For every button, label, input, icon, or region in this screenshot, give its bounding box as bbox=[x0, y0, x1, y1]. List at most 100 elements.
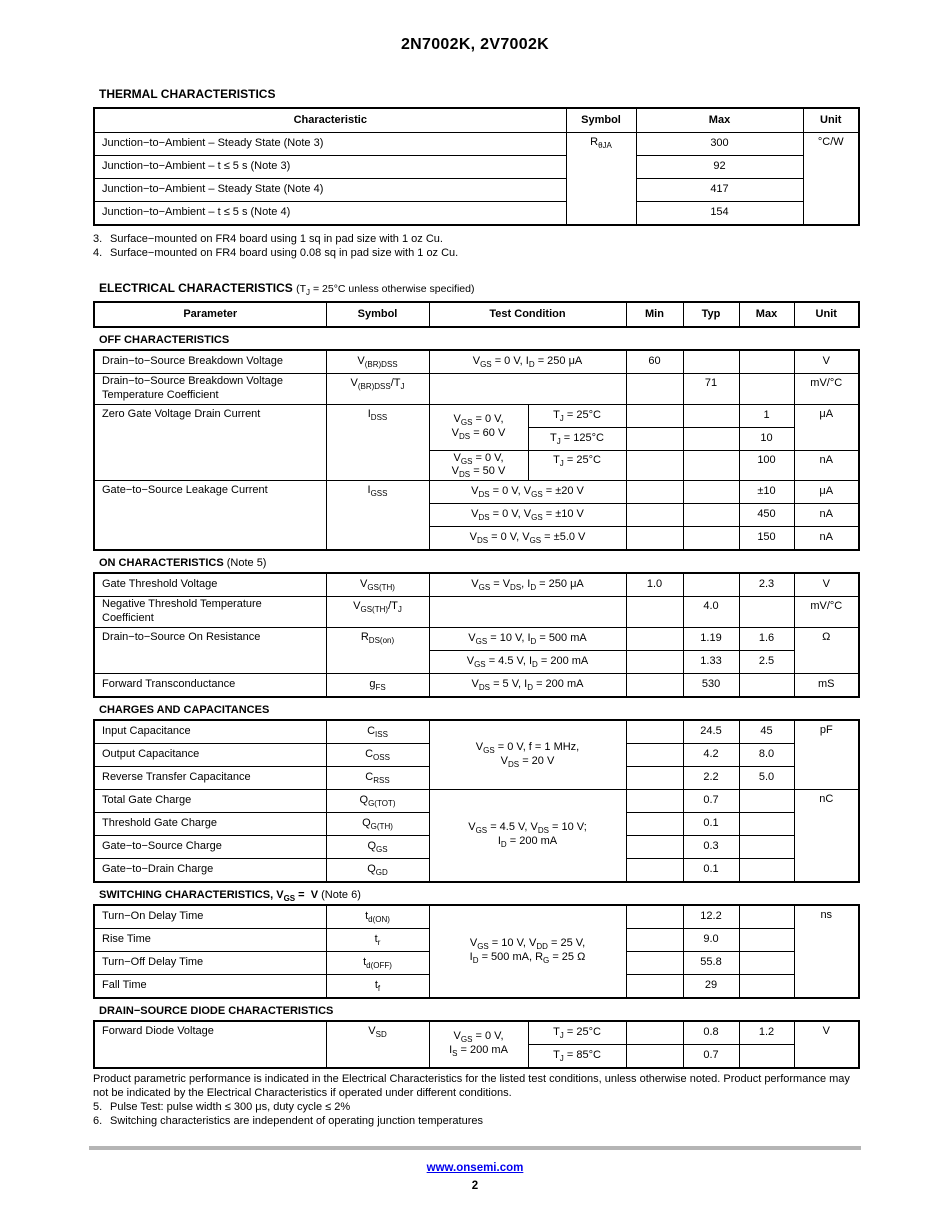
table-cell: VGS = 0 V, ID = 250 μA bbox=[428, 349, 627, 375]
table-cell bbox=[625, 626, 684, 651]
table-cell: μA bbox=[793, 403, 860, 451]
table-cell bbox=[625, 1020, 684, 1045]
table-cell: VGS(TH)/TJ bbox=[325, 596, 430, 628]
table-cell: VDS = 0 V, VGS = ±20 V bbox=[428, 480, 627, 505]
table-cell: 5.0 bbox=[738, 765, 795, 790]
table-cell: Forward Transconductance bbox=[93, 672, 327, 698]
table-cell bbox=[625, 719, 684, 744]
disclaimer-text: Product parametric performance is indica… bbox=[93, 1072, 850, 1099]
section-heading: DRAIN−SOURCE DIODE CHARACTERISTICS bbox=[93, 999, 858, 1020]
onsemi-link[interactable]: www.onsemi.com bbox=[426, 1162, 524, 1174]
table-cell: VGS(TH) bbox=[325, 572, 430, 598]
table-cell: RθJA bbox=[565, 132, 637, 226]
table-cell bbox=[738, 788, 795, 813]
table-cell: Gate−to−Source Leakage Current bbox=[93, 480, 327, 551]
electrical-heading: ELECTRICAL CHARACTERISTICS (TJ = 25°C un… bbox=[93, 281, 858, 297]
table-cell: 92 bbox=[635, 155, 804, 179]
table-cell bbox=[682, 426, 740, 451]
table-cell: Input Capacitance bbox=[93, 719, 327, 744]
table-cell bbox=[738, 596, 795, 628]
table-cell: 1.6 bbox=[738, 626, 795, 651]
page-content: THERMAL CHARACTERISTICS Characteristic Sy… bbox=[93, 87, 861, 1129]
table-cell: Drain−to−Source Breakdown Voltage Tempera… bbox=[93, 373, 327, 405]
table-cell: mS bbox=[793, 672, 860, 698]
table-cell: Turn−On Delay Time bbox=[93, 904, 327, 929]
table-cell bbox=[682, 349, 740, 375]
table-cell: Forward Diode Voltage bbox=[93, 1020, 327, 1069]
table-cell: 0.7 bbox=[682, 1043, 740, 1069]
table-cell: VGS = 0 V, IS = 200 mA bbox=[428, 1020, 529, 1069]
column-header: Unit bbox=[793, 301, 860, 328]
section-heading: OFF CHARACTERISTICS bbox=[93, 328, 858, 349]
table-cell: tr bbox=[325, 927, 430, 952]
column-header: Min bbox=[625, 301, 684, 328]
table-cell: VDS = 0 V, VGS = ±5.0 V bbox=[428, 526, 627, 551]
table-cell: 2.3 bbox=[738, 572, 795, 598]
section-heading: CHARGES AND CAPACITANCES bbox=[93, 698, 858, 719]
table-cell: pF bbox=[793, 719, 860, 790]
table-cell bbox=[625, 1043, 684, 1069]
table-cell: VDS = 0 V, VGS = ±10 V bbox=[428, 503, 627, 528]
table-cell: 1.19 bbox=[682, 626, 740, 651]
table-cell: 1.0 bbox=[625, 572, 684, 598]
table-cell bbox=[738, 973, 795, 999]
table-cell bbox=[428, 596, 627, 628]
section-heading: SWITCHING CHARACTERISTICS, VGS = V (Note… bbox=[93, 883, 858, 904]
table-cell: td(OFF) bbox=[325, 950, 430, 975]
table-cell: TJ = 85°C bbox=[527, 1043, 627, 1069]
table-row: Gate−to−Source Charge QGS 0.3 bbox=[93, 834, 859, 859]
table-cell bbox=[625, 834, 684, 859]
table-cell bbox=[682, 403, 740, 428]
table-cell: TJ = 25°C bbox=[527, 449, 627, 482]
table-cell: 0.8 bbox=[682, 1020, 740, 1045]
table-cell: mV/°C bbox=[793, 596, 860, 628]
table-cell: Reverse Transfer Capacitance bbox=[93, 765, 327, 790]
table-cell: μA bbox=[793, 480, 860, 505]
table-cell: 300 bbox=[635, 132, 804, 156]
table-cell bbox=[738, 1043, 795, 1069]
page-footer: www.onsemi.com 2 bbox=[0, 1146, 950, 1192]
table-cell: V bbox=[793, 1020, 860, 1069]
note-text: Switching characteristics are independen… bbox=[110, 1115, 483, 1128]
table-cell bbox=[625, 649, 684, 674]
table-cell: Drain−to−Source On Resistance bbox=[93, 626, 327, 674]
table-cell bbox=[682, 480, 740, 505]
note-text: Surface−mounted on FR4 board using 1 sq … bbox=[110, 233, 443, 245]
table-cell: 0.7 bbox=[682, 788, 740, 813]
table-cell: VSD bbox=[325, 1020, 430, 1069]
section-title: SWITCHING CHARACTERISTICS, VGS = V bbox=[99, 888, 319, 903]
table-cell: ns bbox=[793, 904, 860, 999]
table-cell bbox=[625, 596, 684, 628]
table-cell bbox=[625, 403, 684, 428]
table-cell: V(BR)DSS/TJ bbox=[325, 373, 430, 405]
table-row: Input Capacitance CISS VGS = 0 V, f = 1 MH… bbox=[93, 719, 860, 790]
thermal-table-container: Characteristic Symbol Max Unit Junction−to−A… bbox=[93, 107, 860, 226]
table-cell bbox=[625, 503, 684, 528]
table-cell: Drain−to−Source Breakdown Voltage bbox=[93, 349, 327, 375]
table-cell: ±10 bbox=[738, 480, 795, 505]
table-cell bbox=[682, 449, 740, 482]
table-row: Drain−to−Source Breakdown Voltage Tempera… bbox=[93, 373, 860, 405]
section-note-text: (Note 6) bbox=[321, 888, 361, 901]
electrical-header-table: Parameter Symbol Test Condition Min Typ Max Un… bbox=[93, 301, 860, 329]
table-row: Gate−to−Drain Charge QGD 0.1 bbox=[93, 857, 859, 883]
table-cell: 24.5 bbox=[682, 719, 740, 744]
note-5: 5. Pulse Test: pulse width ≤ 300 μs, dut… bbox=[93, 1101, 858, 1115]
column-header: Typ bbox=[682, 301, 740, 328]
electrical-section-table: Input Capacitance CISS VGS = 0 V, f = 1 MH… bbox=[93, 718, 860, 883]
section-title: DRAIN−SOURCE DIODE CHARACTERISTICS bbox=[99, 1004, 334, 1017]
table-cell bbox=[625, 426, 684, 451]
table-cell: 1.2 bbox=[738, 1020, 795, 1045]
table-cell: 29 bbox=[682, 973, 740, 999]
table-row: Gate Threshold Voltage VGS(TH) VGS = VDS, … bbox=[93, 572, 860, 598]
table-cell bbox=[625, 449, 684, 482]
table-cell: 154 bbox=[635, 201, 804, 226]
table-cell: Total Gate Charge bbox=[93, 788, 327, 813]
table-cell: Junction−to−Ambient – Steady State (Note… bbox=[93, 132, 567, 156]
table-cell: Rise Time bbox=[93, 927, 327, 952]
table-row: Turn−Off Delay Time td(OFF) 55.8 bbox=[93, 950, 859, 975]
table-cell: 71 bbox=[682, 373, 740, 405]
electrical-section-table: Drain−to−Source Breakdown Voltage V(BR)DS… bbox=[93, 349, 860, 552]
table-cell: nA bbox=[793, 449, 860, 482]
